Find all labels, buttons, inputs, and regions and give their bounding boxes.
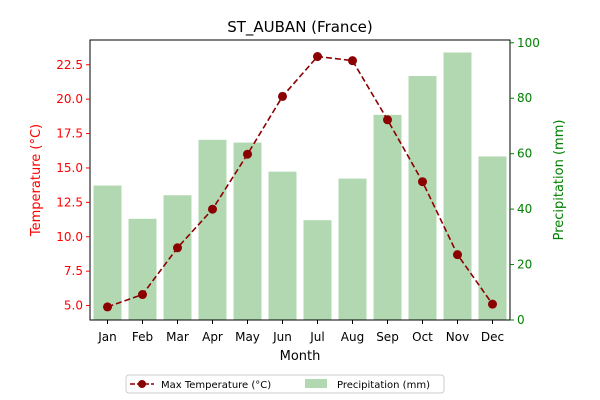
temperature-point-aug: [348, 56, 357, 66]
right-y-tick-label: 40: [517, 202, 532, 216]
x-tick-label: Aug: [341, 330, 364, 344]
plot-frame: [89, 39, 511, 321]
x-tick-label: Jan: [97, 330, 117, 344]
right-y-tick-label: 80: [517, 91, 532, 105]
precipitation-bar-jun: [268, 171, 297, 320]
x-tick-label: Feb: [132, 330, 153, 344]
left-y-tick-label: 15.0: [56, 161, 83, 175]
legend-bar-swatch: [305, 379, 327, 388]
precipitation-bar-oct: [408, 76, 437, 320]
precipitation-bar-jan: [93, 185, 122, 320]
temperature-point-jun: [278, 91, 287, 101]
x-tick-label: Apr: [202, 330, 223, 344]
x-tick-label: Jul: [309, 330, 324, 344]
precipitation-bar-aug: [338, 178, 367, 320]
chart-title: ST_AUBAN (France): [227, 18, 373, 37]
x-tick-label: Nov: [446, 330, 469, 344]
left-y-tick-label: 7.5: [64, 264, 83, 278]
right-y-tick-label: 100: [517, 36, 540, 50]
precipitation-bar-may: [233, 142, 262, 320]
precipitation-bar-apr: [198, 139, 227, 320]
temperature-point-oct: [418, 177, 427, 187]
temperature-point-may: [243, 149, 252, 159]
x-tick-label: Oct: [412, 330, 433, 344]
left-y-tick-label: 20.0: [56, 92, 83, 106]
x-axis-title: Month: [280, 349, 321, 364]
left-y-tick-label: 22.5: [56, 58, 83, 72]
temperature-point-nov: [453, 250, 462, 260]
legend-label-temperature: Max Temperature (°C): [161, 380, 271, 391]
legend-box: [125, 374, 445, 394]
temperature-point-mar: [173, 243, 182, 253]
temperature-point-apr: [208, 204, 217, 214]
precipitation-bars: [93, 52, 507, 320]
precipitation-bar-mar: [163, 195, 192, 320]
x-tick-label: Sep: [376, 330, 399, 344]
precipitation-bar-nov: [443, 52, 472, 320]
legend-marker-swatch: [138, 380, 146, 388]
left-y-tick-label: 5.0: [64, 299, 83, 313]
temperature-point-jul: [313, 52, 322, 62]
x-tick-label: May: [235, 330, 260, 344]
axes: Jan Feb Mar Apr May Jun Jul Aug Sep Oct Nov Dec 5.0 7…: [56, 36, 540, 344]
legend-label-precipitation: Precipitation (mm): [337, 380, 430, 391]
precipitation-bar-jul: [303, 220, 332, 320]
temperature-line-path: [107, 55, 494, 308]
right-y-axis-title: Precipitation (mm): [552, 120, 567, 241]
left-y-tick-label: 10.0: [56, 230, 83, 244]
right-y-tick-label: 0: [517, 313, 525, 327]
left-y-tick-label: 12.5: [56, 195, 83, 209]
precipitation-bar-sep: [373, 114, 402, 320]
precipitation-bar-feb: [128, 218, 157, 320]
legend: Max Temperature (°C) Precipitation (mm): [125, 374, 445, 394]
left-y-axis-title: Temperature (°C): [29, 124, 44, 237]
temperature-point-sep: [383, 115, 392, 125]
left-y-tick-label: 17.5: [56, 127, 83, 141]
temperature-point-dec: [488, 299, 497, 309]
right-y-tick-label: 60: [517, 147, 532, 161]
x-tick-label: Dec: [481, 330, 504, 344]
right-y-tick-label: 20: [517, 258, 532, 272]
precipitation-bar-dec: [478, 156, 507, 320]
x-tick-label: Jun: [272, 330, 292, 344]
temperature-line: [103, 52, 497, 312]
temperature-point-feb: [138, 290, 147, 300]
temperature-point-jan: [103, 302, 112, 312]
x-tick-label: Mar: [166, 330, 189, 344]
